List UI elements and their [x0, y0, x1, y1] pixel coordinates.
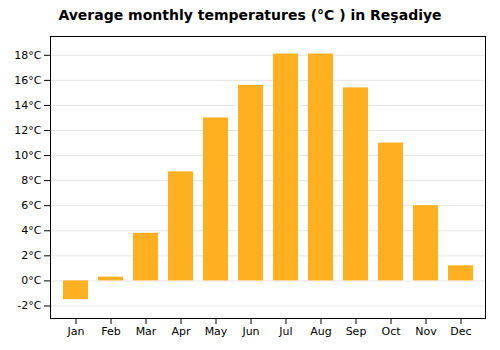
svg-text:May: May	[205, 325, 228, 338]
html-text:Average monthly temperatures (: Average monthly temperatures (°C ) in Re…	[58, 7, 442, 23]
svg-text:10°C: 10°C	[14, 149, 41, 162]
svg-text:Dec: Dec	[450, 325, 471, 338]
svg-text:Aug: Aug	[310, 325, 331, 338]
svg-text:18°C: 18°C	[14, 49, 41, 62]
svg-text:12°C: 12°C	[14, 124, 41, 137]
svg-text:16°C: 16°C	[14, 74, 41, 87]
svg-text:Jul: Jul	[278, 325, 292, 338]
svg-text:2°C: 2°C	[21, 249, 41, 262]
svg-text:4°C: 4°C	[21, 224, 41, 237]
svg-text:0°C: 0°C	[21, 274, 41, 287]
svg-text:8°C: 8°C	[21, 174, 41, 187]
svg-text:Nov: Nov	[415, 325, 437, 338]
svg-text:Oct: Oct	[381, 325, 401, 338]
svg-text:Sep: Sep	[346, 325, 367, 338]
svg-text:Feb: Feb	[101, 325, 120, 338]
svg-text:Jun: Jun	[241, 325, 259, 338]
svg-text:6°C: 6°C	[21, 199, 41, 212]
svg-text:-2°C: -2°C	[17, 299, 41, 312]
svg-text:Mar: Mar	[136, 325, 157, 338]
svg-text:Jan: Jan	[67, 325, 85, 338]
svg-text:Apr: Apr	[171, 325, 191, 338]
svg-text:14°C: 14°C	[14, 99, 41, 112]
